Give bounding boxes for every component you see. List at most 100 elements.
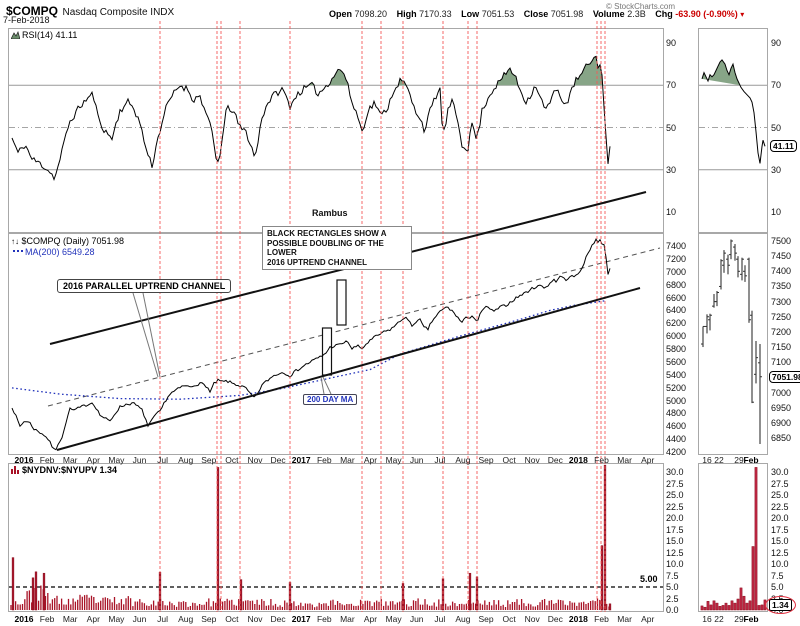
price-ytick: 4600 xyxy=(666,421,687,432)
price-ytick: 6400 xyxy=(666,305,687,316)
month-label: Oct xyxy=(502,455,516,465)
rsi-last-value-box: 41.11 xyxy=(770,140,797,152)
symbol: $COMPQ xyxy=(6,4,59,18)
ratio-ytick: 12.5 xyxy=(666,547,684,558)
month-label: Nov xyxy=(524,455,540,465)
month-label: Feb xyxy=(316,614,332,624)
mini-ratio-ytick: 27.5 xyxy=(771,478,789,489)
month-label: Apr xyxy=(86,614,100,624)
month-label: Mar xyxy=(340,455,355,465)
low-value: 7051.53 xyxy=(481,9,515,19)
volume-label: Volume xyxy=(592,9,625,19)
mini-ratio-panel xyxy=(698,463,768,612)
ma-legend: MA(200) 6549.28 xyxy=(13,247,95,257)
mini-month-label: 16 xyxy=(702,614,712,624)
price-ytick: 6600 xyxy=(666,292,687,303)
mini-month-label: Feb xyxy=(743,455,759,465)
open-value: 7098.20 xyxy=(354,9,388,19)
mini-rsi-ytick: 90 xyxy=(771,38,782,48)
mini-price-ytick: 7300 xyxy=(771,296,792,307)
price-ytick: 6200 xyxy=(666,318,687,329)
month-label: Mar xyxy=(617,455,632,465)
price-ytick: 6000 xyxy=(666,331,687,342)
mini-ratio-ytick: 17.5 xyxy=(771,524,789,535)
channel-callout: 2016 PARALLEL UPTREND CHANNEL xyxy=(57,279,232,293)
rambus-annotation: Rambus xyxy=(312,208,348,218)
month-label: Sep xyxy=(478,455,494,465)
month-label: Nov xyxy=(524,614,540,624)
chart-type-icon: ↑↓ xyxy=(11,237,19,246)
price-ytick: 6800 xyxy=(666,279,687,290)
ratio-ytick: 10.0 xyxy=(666,559,684,569)
mini-ratio-ytick: 30.0 xyxy=(771,467,789,477)
close-label: Close xyxy=(523,9,549,19)
quote-strip: Open 7098.20 High 7170.33 Low 7051.53 Cl… xyxy=(322,9,744,19)
mini-ratio-ytick: 5.0 xyxy=(771,582,784,592)
ratio-ytick: 17.5 xyxy=(666,524,684,535)
month-label: Feb xyxy=(594,614,609,624)
month-label: Aug xyxy=(455,614,471,624)
month-label: Aug xyxy=(178,614,194,624)
mini-price-ytick: 7350 xyxy=(771,281,792,292)
mini-ratio-ytick: 22.5 xyxy=(771,501,789,512)
mini-rsi-ytick: 50 xyxy=(771,122,782,133)
mini-price-ytick: 6900 xyxy=(771,417,792,428)
month-label: Jun xyxy=(409,614,424,624)
mini-price-ytick: 7250 xyxy=(771,311,792,322)
copyright: © StockCharts.com xyxy=(606,2,676,11)
month-label: Jul xyxy=(157,455,169,465)
month-label: Jul xyxy=(434,614,446,624)
month-label: Mar xyxy=(617,614,632,624)
ratio-ytick: 22.5 xyxy=(666,501,684,512)
month-label: May xyxy=(108,455,125,465)
ratio-ytick: 30.0 xyxy=(666,467,684,477)
month-label: Jul xyxy=(434,455,446,465)
volume-value: 2.3B xyxy=(627,9,646,19)
chg-label: Chg xyxy=(655,9,673,19)
chg-value: -63.90 (-0.90%) xyxy=(675,9,738,19)
open-label: Open xyxy=(329,9,353,19)
month-label: Jun xyxy=(132,614,147,624)
rsi-ytick: 70 xyxy=(666,80,677,91)
month-label: Feb xyxy=(39,455,55,465)
month-label: Aug xyxy=(455,455,471,465)
month-label: Aug xyxy=(178,455,194,465)
rsi-ytick: 90 xyxy=(666,38,677,48)
price-last-value-box: 7051.98 xyxy=(769,371,800,383)
high-value: 7170.33 xyxy=(419,9,452,19)
month-label: Mar xyxy=(340,614,355,624)
month-label: Nov xyxy=(247,455,263,465)
mini-ratio-ytick: 25.0 xyxy=(771,490,789,500)
month-label: Oct xyxy=(225,455,239,465)
price-ytick: 5600 xyxy=(666,356,687,367)
mini-ratio-ytick: 10.0 xyxy=(771,559,789,569)
month-label: Sep xyxy=(201,614,217,624)
month-label: Mar xyxy=(62,614,78,624)
histogram-icon xyxy=(11,466,20,476)
mini-month-label: 22 xyxy=(714,614,724,624)
chart-date: 7-Feb-2018 xyxy=(3,15,50,25)
threshold-label: 5.00 xyxy=(640,574,658,584)
month-label: Apr xyxy=(641,614,655,624)
month-label: Apr xyxy=(363,614,378,624)
month-label: May xyxy=(385,455,402,465)
month-label: 2017 xyxy=(291,614,311,624)
mini-ratio-ytick: 7.5 xyxy=(771,570,784,581)
chart-title: $COMPQ Nasdaq Composite INDX xyxy=(6,2,174,20)
mini-ratio-ytick: 15.0 xyxy=(771,536,789,546)
month-label: 2016 xyxy=(14,455,34,465)
ratio-panel-label: $NYDNV:$NYUPV 1.34 xyxy=(11,465,117,476)
ratio-ytick: 20.0 xyxy=(666,513,684,523)
mini-month-label: 16 xyxy=(702,455,712,465)
rsi-panel-label: RSI(14) 41.11 xyxy=(10,30,77,41)
mini-rsi-panel xyxy=(698,28,768,233)
month-label: Jul xyxy=(157,614,169,624)
month-label: Feb xyxy=(39,614,55,624)
price-ytick: 7400 xyxy=(666,241,687,251)
month-label: Apr xyxy=(363,455,378,465)
price-ytick: 4800 xyxy=(666,408,687,419)
ratio-value-highlight-oval xyxy=(765,596,796,614)
month-label: May xyxy=(385,614,402,624)
month-label: Apr xyxy=(641,455,655,465)
mini-price-ytick: 6950 xyxy=(771,402,792,413)
